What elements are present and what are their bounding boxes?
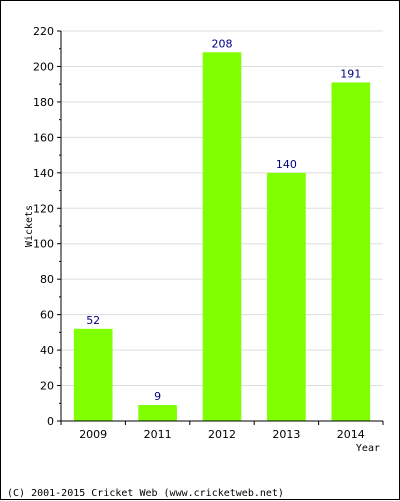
data-labels: 52 9 208 140 191 bbox=[86, 37, 361, 403]
data-label-2011: 9 bbox=[154, 390, 161, 403]
y-tick-label: 80 bbox=[40, 273, 54, 286]
y-axis-label: Wickets bbox=[24, 205, 35, 247]
y-tick-label: 60 bbox=[40, 309, 54, 322]
y-tick-labels: 0 20 40 60 80 100 120 140 160 180 200 220 bbox=[33, 25, 61, 428]
bar-2011 bbox=[138, 405, 177, 421]
data-label-2012: 208 bbox=[212, 37, 233, 50]
copyright-footer: (C) 2001-2015 Cricket Web (www.cricketwe… bbox=[7, 488, 284, 499]
x-tick-labels: 2009 2011 2012 2013 2014 bbox=[60, 421, 384, 441]
y-tick-label: 20 bbox=[40, 380, 54, 393]
y-tick-label: 200 bbox=[33, 60, 54, 73]
y-tick-label: 140 bbox=[33, 167, 54, 180]
data-label-2014: 191 bbox=[340, 67, 361, 80]
y-tick-label: 160 bbox=[33, 131, 54, 144]
x-tick-label-2012: 2012 bbox=[208, 428, 236, 441]
x-tick-label-2014: 2014 bbox=[337, 428, 365, 441]
y-tick-label: 40 bbox=[40, 344, 54, 357]
bar-2014 bbox=[331, 82, 371, 421]
y-tick-label: 100 bbox=[33, 238, 54, 251]
x-tick-label-2009: 2009 bbox=[79, 428, 107, 441]
bar-2009 bbox=[73, 328, 113, 421]
y-tick-label: 120 bbox=[33, 202, 54, 215]
bar-2013 bbox=[267, 172, 306, 421]
x-tick-label-2011: 2011 bbox=[144, 428, 172, 441]
data-label-2013: 140 bbox=[276, 158, 297, 171]
data-label-2009: 52 bbox=[86, 314, 100, 327]
y-tick-label: 220 bbox=[33, 25, 54, 38]
x-tick-label-2013: 2013 bbox=[272, 428, 300, 441]
y-tick-label: 180 bbox=[33, 96, 54, 109]
bar-2012 bbox=[202, 52, 242, 421]
bars bbox=[73, 52, 371, 421]
y-tick-label: 0 bbox=[47, 415, 54, 428]
x-axis-label: Year bbox=[356, 443, 380, 454]
